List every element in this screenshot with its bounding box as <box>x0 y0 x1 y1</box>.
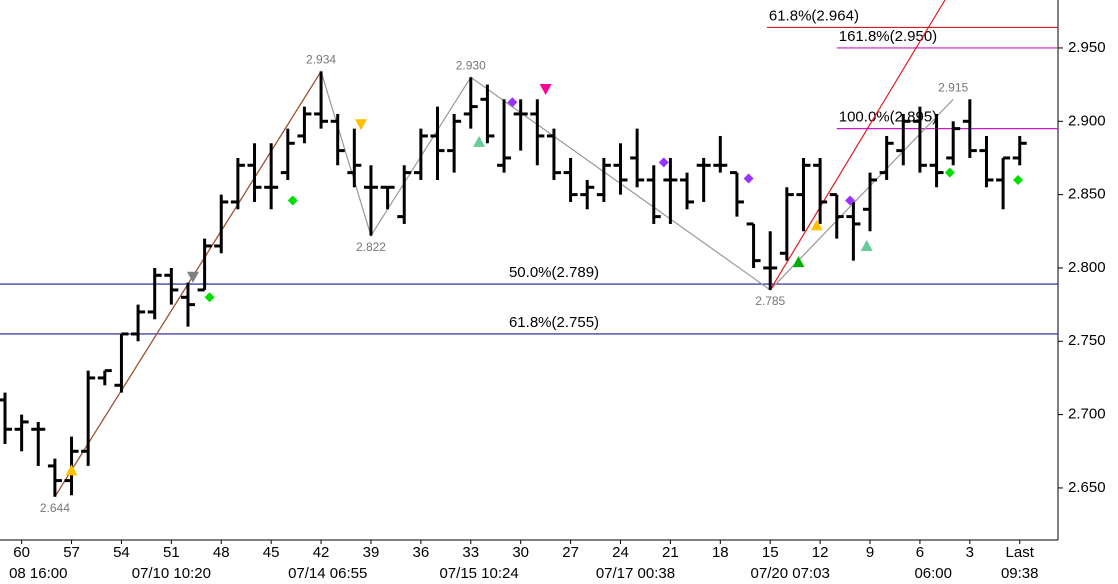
y-tick-label: 2.900 <box>1068 112 1106 129</box>
signal-marker <box>354 119 367 131</box>
signal-marker <box>860 239 873 251</box>
x-tick-label: 18 <box>712 544 729 561</box>
swing-label: 2.915 <box>938 80 968 94</box>
x-tick-label: 54 <box>113 544 130 561</box>
x-tick-label: 36 <box>413 544 430 561</box>
x-tick-label: 15 <box>762 544 779 561</box>
level-label: 100.0%(2.895) <box>839 109 937 126</box>
y-tick-label: 2.800 <box>1068 259 1106 276</box>
x-tick-label: 9 <box>866 544 874 561</box>
signal-marker <box>1013 174 1024 185</box>
y-tick-label: 2.750 <box>1068 332 1106 349</box>
signal-marker <box>944 167 955 178</box>
signal-marker <box>658 157 669 168</box>
x-date-label: 06:00 <box>914 565 952 582</box>
x-tick-label: 3 <box>966 544 974 561</box>
level-label: 50.0%(2.789) <box>509 264 599 281</box>
level-label: 161.8%(2.950) <box>839 28 937 45</box>
x-tick-label: 60 <box>13 544 30 561</box>
x-tick-label: 21 <box>662 544 679 561</box>
signal-marker <box>792 256 805 268</box>
x-date-label: 07/14 06:55 <box>288 565 367 582</box>
y-tick-label: 2.700 <box>1068 406 1106 423</box>
y-tick-label: 2.850 <box>1068 186 1106 203</box>
x-tick-label: 6 <box>916 544 924 561</box>
x-tick-label: 39 <box>363 544 380 561</box>
trend-line <box>769 0 946 291</box>
x-tick-label: 48 <box>213 544 230 561</box>
x-tick-label: 27 <box>562 544 579 561</box>
x-tick-label: 33 <box>462 544 479 561</box>
signal-marker <box>473 135 486 147</box>
x-tick-label: 12 <box>812 544 829 561</box>
x-tick-label: 30 <box>512 544 529 561</box>
level-label: 61.8%(2.755) <box>509 314 599 331</box>
x-date-label: 07/15 10:24 <box>439 565 518 582</box>
x-date-label: 09:38 <box>1001 565 1039 582</box>
signal-marker <box>287 195 298 206</box>
x-tick-label: Last <box>1006 544 1035 561</box>
x-date-label: 08 16:00 <box>9 565 67 582</box>
swing-label: 2.822 <box>356 240 386 254</box>
level-label: 61.8%(2.964) <box>769 7 859 24</box>
x-tick-label: 51 <box>163 544 180 561</box>
swing-label: 2.785 <box>755 294 785 308</box>
signal-marker <box>507 97 518 108</box>
swing-label: 2.934 <box>306 53 336 67</box>
signal-marker <box>845 195 856 206</box>
y-tick-label: 2.950 <box>1068 39 1106 56</box>
x-tick-label: 42 <box>313 544 330 561</box>
swing-label: 2.644 <box>40 501 70 515</box>
signal-marker <box>65 464 78 476</box>
signal-marker <box>186 271 199 283</box>
signal-marker <box>810 219 823 231</box>
swing-label: 2.930 <box>456 58 486 72</box>
y-tick-label: 2.650 <box>1068 479 1106 496</box>
signal-marker <box>204 292 215 303</box>
x-date-label: 07/10 10:20 <box>132 565 211 582</box>
x-tick-label: 57 <box>63 544 80 561</box>
x-tick-label: 45 <box>263 544 280 561</box>
x-date-label: 07/20 07:03 <box>751 565 830 582</box>
x-date-label: 07/17 00:38 <box>596 565 675 582</box>
signal-marker <box>539 84 552 96</box>
signal-marker <box>743 173 754 184</box>
x-tick-label: 24 <box>612 544 629 561</box>
